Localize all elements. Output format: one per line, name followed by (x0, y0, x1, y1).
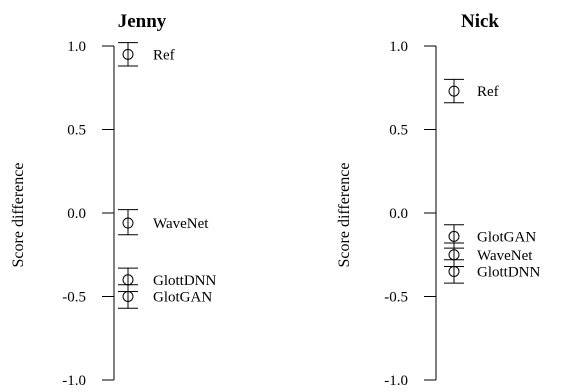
point-label: Ref (153, 47, 175, 63)
data-point: GlottDNN (118, 267, 217, 292)
point-marker (122, 291, 134, 302)
y-tick-label: 0.0 (67, 206, 86, 222)
point-label: WaveNet (477, 248, 533, 264)
point-label: GlotGAN (477, 229, 536, 245)
y-tick-label: 0.0 (389, 206, 408, 222)
point-label: Ref (477, 84, 499, 100)
panel-jenny: Jenny Score difference 1.0 0.5 0.0 -0.5 -1.0… (10, 11, 217, 389)
data-point: WaveNet (118, 209, 209, 236)
chart-title: Jenny (118, 11, 167, 32)
panel-nick: Nick Score difference 1.00.50.0-0.5-1.0 … (336, 11, 541, 389)
y-tick-label: 0.5 (67, 123, 86, 139)
point-marker (122, 217, 134, 229)
y-axis-label: Score difference (336, 163, 353, 268)
y-tick-label: -1.0 (62, 373, 86, 389)
data-point: WaveNet (444, 242, 533, 267)
data-point: GlotGAN (444, 224, 536, 249)
point-marker (448, 230, 460, 242)
y-tick-label: 1.0 (389, 39, 408, 55)
point-marker (448, 85, 460, 97)
y-axis-label: Score difference (10, 163, 27, 268)
y-axis-ticks: 1.0 0.5 0.0 -0.5 -1.0 (62, 39, 114, 389)
point-label: GlotGAN (153, 290, 212, 306)
point-label: GlottDNN (477, 264, 541, 280)
data-point: Ref (118, 42, 175, 67)
y-tick-label: -0.5 (62, 290, 86, 306)
chart-title: Nick (461, 11, 499, 32)
y-tick-label: 1.0 (67, 39, 86, 55)
point-label: WaveNet (153, 216, 209, 232)
data-point: GlotGAN (118, 284, 212, 309)
data-point: Ref (444, 78, 499, 104)
y-tick-label: 0.5 (389, 123, 408, 139)
y-tick-label: -0.5 (384, 290, 408, 306)
point-marker (122, 48, 134, 60)
point-label: GlottDNN (153, 273, 217, 289)
y-axis-ticks: 1.0 0.5 0.0 -0.5 -1.0 (384, 39, 436, 389)
data-point: GlottDNN (444, 259, 541, 284)
point-marker (448, 265, 460, 277)
y-tick-label: -1.0 (384, 373, 408, 389)
